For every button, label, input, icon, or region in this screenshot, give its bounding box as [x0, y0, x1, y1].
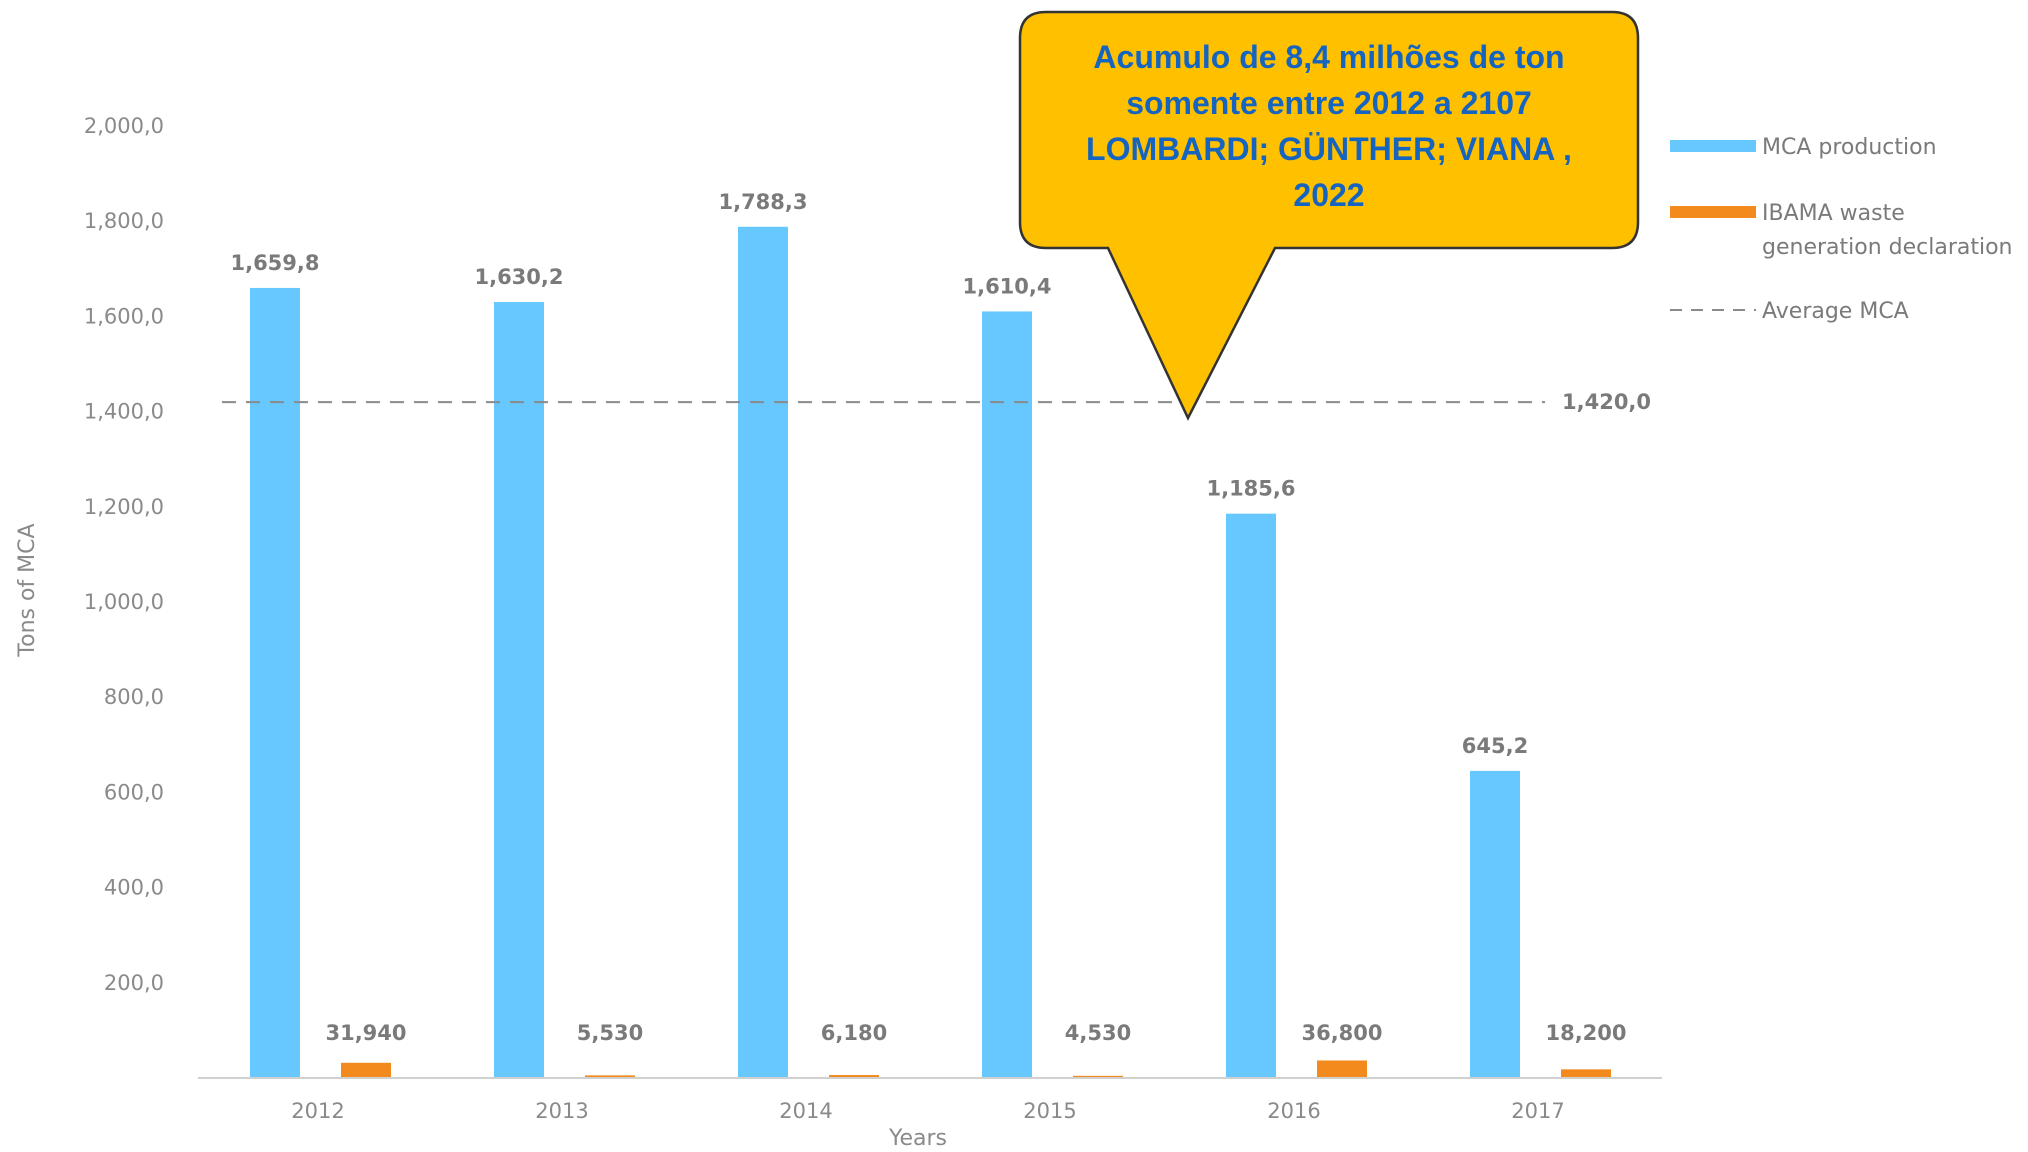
x-tick-label: 2012 [291, 1099, 344, 1123]
data-label: 6,180 [821, 1021, 887, 1045]
y-tick-label: 1,600,0 [84, 304, 164, 328]
callout-line: LOMBARDI; GÜNTHER; VIANA , [1086, 131, 1572, 167]
data-label: 31,940 [325, 1021, 406, 1045]
data-label: 4,530 [1065, 1021, 1131, 1045]
data-label: 1,610,4 [962, 274, 1051, 298]
callout-line: somente entre 2012 a 2107 [1126, 85, 1532, 121]
data-label: 1,185,6 [1206, 477, 1295, 501]
data-label: 1,659,8 [230, 251, 319, 275]
callout-bubble [1018, 10, 1640, 421]
data-label: 1,788,3 [718, 190, 807, 214]
callout-line: 2022 [1293, 177, 1364, 213]
x-tick-label: 2015 [1023, 1099, 1076, 1123]
bar-ibama-waste [585, 1075, 635, 1078]
bar-ibama-waste [1317, 1060, 1367, 1078]
bar-ibama-waste [829, 1075, 879, 1078]
bars [250, 226, 1611, 1079]
bar-ibama-waste [1073, 1075, 1123, 1078]
data-label: 18,200 [1545, 1021, 1626, 1045]
bar-mca-production [494, 302, 544, 1079]
y-tick-label: 800,0 [104, 685, 164, 709]
x-tick-label: 2017 [1511, 1099, 1564, 1123]
data-label: 5,530 [577, 1021, 643, 1045]
y-tick-label: 600,0 [104, 780, 164, 804]
data-label: 1,630,2 [474, 265, 563, 289]
bar-labels: 1,659,8 1,630,2 1,788,3 1,610,4 1,185,6 645,2… [230, 190, 1626, 1045]
y-tick-label: 2,000,0 [84, 114, 164, 138]
legend: MCA production IBAMA waste generation decl… [1670, 135, 2013, 324]
callout-text: Acumulo de 8,4 milhões de ton somente ent… [1086, 39, 1572, 213]
y-tick-label: 1,800,0 [84, 209, 164, 233]
bar-mca-production [982, 311, 1032, 1078]
legend-label: Average MCA [1762, 299, 1909, 324]
bar-mca-production [738, 226, 788, 1079]
x-tick-label: 2016 [1267, 1099, 1320, 1123]
y-tick-label: 1,400,0 [84, 400, 164, 424]
bar-mca-production [1226, 513, 1276, 1078]
x-tick-label: 2014 [779, 1099, 832, 1123]
y-tick-label: 400,0 [104, 876, 164, 900]
y-tick-label: 200,0 [104, 971, 164, 995]
y-tick-label: 1,000,0 [84, 590, 164, 614]
x-axis: 2012 2013 2014 2015 2016 2017 [198, 1077, 1662, 1123]
y-axis-title: Tons of MCA [15, 523, 40, 657]
average-mca-label: 1,420,0 [1562, 390, 1651, 414]
legend-label: IBAMA waste [1762, 201, 1905, 226]
y-tick-label: 1,200,0 [84, 495, 164, 519]
legend-swatch [1670, 140, 1756, 152]
average-line: 1,420,0 [222, 390, 1651, 414]
bar-mca-production [1470, 770, 1520, 1078]
y-axis: 200,0 400,0 600,0 800,0 1,000,0 1,200,0 1,400,… [84, 114, 164, 995]
x-tick-label: 2013 [535, 1099, 588, 1123]
x-axis-title: Years [888, 1126, 947, 1151]
bar-mca-production [250, 287, 300, 1079]
legend-swatch [1670, 206, 1756, 218]
legend-label: MCA production [1762, 135, 1937, 160]
bar-ibama-waste [341, 1062, 391, 1078]
bar-ibama-waste [1561, 1069, 1611, 1078]
callout-line: Acumulo de 8,4 milhões de ton [1093, 39, 1564, 75]
data-label: 645,2 [1462, 734, 1528, 758]
legend-label: generation declaration [1762, 235, 2013, 260]
callout: Acumulo de 8,4 milhões de ton somente ent… [1018, 10, 1640, 421]
data-label: 36,800 [1301, 1021, 1382, 1045]
